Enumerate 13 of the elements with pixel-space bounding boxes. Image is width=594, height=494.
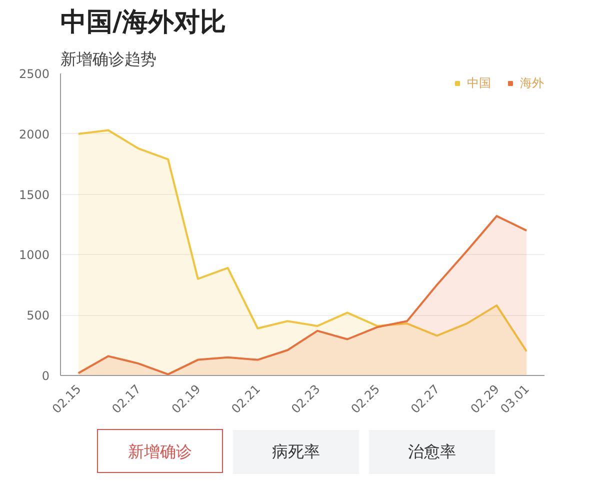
y-tick-label: 1500 bbox=[18, 188, 50, 202]
text: 治愈率 bbox=[369, 430, 495, 474]
y-tick-label: 2000 bbox=[18, 127, 50, 142]
chart-subtitle: 新增确诊趋势 bbox=[60, 50, 156, 68]
text: 病死率 bbox=[233, 430, 359, 474]
legend-label: 海外 bbox=[520, 74, 544, 92]
y-tick-label: 500 bbox=[26, 308, 50, 323]
y-tick-label: 2500 bbox=[18, 67, 50, 81]
legend-label: 中国 bbox=[467, 74, 491, 92]
y-tick-label: 0 bbox=[42, 369, 50, 383]
y-tick-label: 1000 bbox=[18, 248, 50, 262]
chart-title: 中国/海外对比 bbox=[60, 8, 226, 38]
text: 新增确诊 bbox=[97, 429, 223, 473]
